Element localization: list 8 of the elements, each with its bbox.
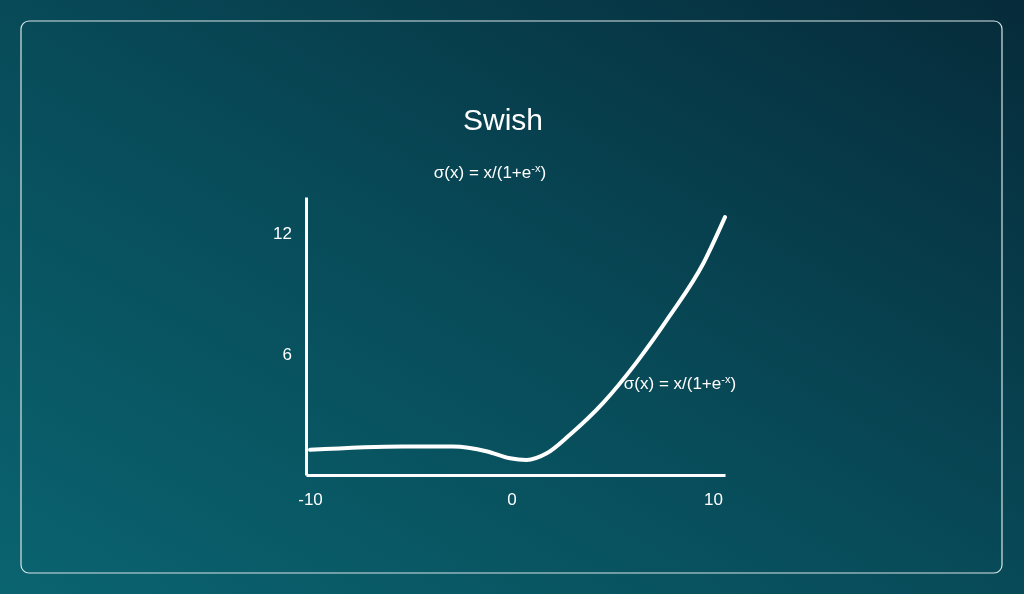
text: σ(x) = x/(1+e$^{-x}$) xyxy=(433,162,547,182)
x-tick-label: -10 xyxy=(298,490,323,510)
y-tick-label: 12 xyxy=(273,224,292,244)
annotation: σ(x) = x/(1+e$^{-x}$) xyxy=(623,373,737,393)
chart-title: Swish xyxy=(462,103,544,136)
x-tick-label: 10 xyxy=(703,490,723,510)
y-tick-label: 6 xyxy=(282,345,292,365)
x-tick-label: 0 xyxy=(507,490,517,510)
